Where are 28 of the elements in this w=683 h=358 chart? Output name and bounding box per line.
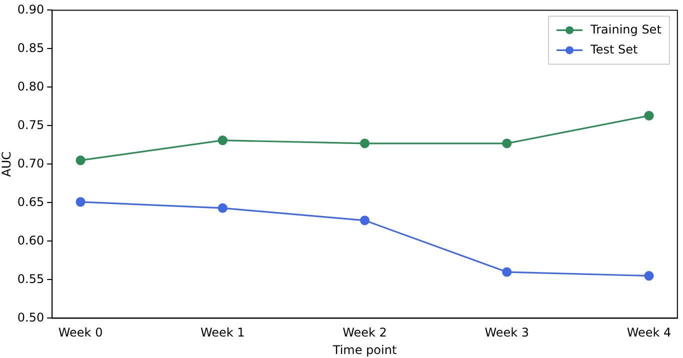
y-tick-label: 0.60 (17, 233, 44, 248)
y-tick-label: 0.80 (17, 79, 44, 94)
x-tick-label: Week 2 (342, 326, 387, 340)
x-tick-label: Week 0 (58, 326, 103, 340)
y-tick-label: 0.50 (17, 310, 44, 324)
x-tick-label: Week 1 (200, 326, 245, 340)
point (218, 203, 228, 213)
x-axis-title: Time point (332, 342, 397, 357)
x-tick-label: Week 4 (626, 326, 672, 340)
y-tick-label: 0.70 (17, 156, 44, 170)
point (218, 136, 228, 146)
y-tick-label: 0.75 (17, 118, 44, 132)
y-tick-label: 0.85 (17, 40, 44, 55)
point (360, 138, 370, 148)
legend-label: Training Set (590, 22, 662, 36)
point (644, 271, 654, 281)
y-tick-label: 0.90 (17, 2, 44, 16)
y-tick-label: 0.65 (17, 194, 44, 209)
point (502, 138, 512, 148)
x-tick-label: Week 3 (484, 326, 530, 340)
y-tick-label: 0.55 (17, 272, 44, 286)
point (76, 156, 86, 166)
point (76, 197, 86, 207)
point (360, 216, 370, 226)
point (502, 267, 512, 277)
point (644, 110, 654, 120)
y-axis-title: AUC (0, 152, 14, 177)
legend-label: Test Set (590, 42, 638, 56)
